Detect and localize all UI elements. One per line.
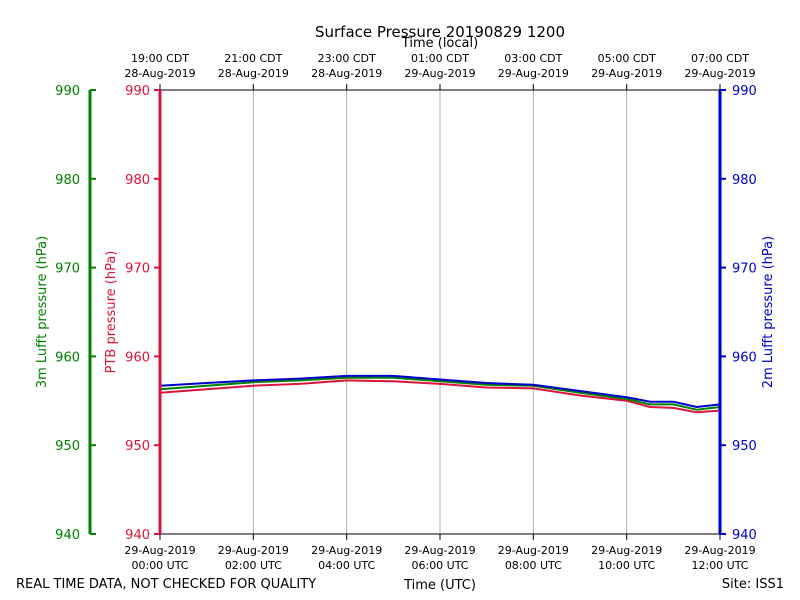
y-tick-label-right: 990 — [732, 84, 757, 99]
y-axis-title-right: 2m Lufft pressure (hPa) — [761, 236, 776, 388]
x-tick-label-bottom-date: 29-Aug-2019 — [311, 544, 382, 557]
x-tick-label-top-time: 03:00 CDT — [504, 52, 562, 65]
y-axis-title-inner: PTB pressure (hPa) — [104, 251, 119, 374]
x-tick-label-bottom-date: 29-Aug-2019 — [498, 544, 569, 557]
y-tick-label-inner: 960 — [125, 350, 150, 365]
y-tick-label-right: 950 — [732, 439, 757, 454]
x-axis-label: Time (UTC) — [403, 578, 476, 593]
x-tick-label-bottom-time: 08:00 UTC — [505, 559, 562, 572]
top-axis-label: Time (local) — [401, 36, 478, 51]
y-tick-label-inner: 970 — [125, 262, 150, 277]
y-tick-label-inner: 950 — [125, 439, 150, 454]
x-tick-label-bottom-time: 02:00 UTC — [225, 559, 282, 572]
series-line-3m-lufft-pressure — [159, 376, 721, 411]
y-axis-title-outer: 3m Lufft pressure (hPa) — [35, 236, 50, 388]
grid-layer — [252, 90, 628, 534]
x-tick-label-top-date: 29-Aug-2019 — [684, 67, 755, 80]
x-tick-label-top-time: 01:00 CDT — [411, 52, 469, 65]
axes-layer: 940 940 940 950 950 950 960 960 960 970 970 970 980 9… — [35, 52, 776, 572]
x-tick-label-top-time: 21:00 CDT — [224, 52, 282, 65]
x-tick-label-top-time: 19:00 CDT — [131, 52, 189, 65]
y-tick-label-outer: 970 — [55, 262, 80, 277]
x-tick-label-bottom-date: 29-Aug-2019 — [124, 544, 195, 557]
x-tick-label-bottom-time: 06:00 UTC — [411, 559, 468, 572]
x-tick-label-top-time: 23:00 CDT — [318, 52, 376, 65]
x-tick-label-top-date: 29-Aug-2019 — [404, 67, 475, 80]
y-tick-label-right: 960 — [732, 350, 757, 365]
y-tick-label-right: 940 — [732, 528, 757, 543]
site-label: Site: ISS1 — [722, 577, 784, 592]
x-tick-label-top-date: 28-Aug-2019 — [124, 67, 195, 80]
x-tick-label-bottom-date: 29-Aug-2019 — [404, 544, 475, 557]
x-tick-label-top-date: 29-Aug-2019 — [498, 67, 569, 80]
x-tick-label-bottom-date: 29-Aug-2019 — [218, 544, 289, 557]
x-tick-label-top-date: 28-Aug-2019 — [218, 67, 289, 80]
x-tick-label-top-time: 07:00 CDT — [691, 52, 749, 65]
y-tick-label-right: 980 — [732, 173, 757, 188]
x-tick-label-bottom-time: 12:00 UTC — [691, 559, 748, 572]
y-tick-label-outer: 990 — [55, 84, 80, 99]
quality-note: REAL TIME DATA, NOT CHECKED FOR QUALITY — [16, 577, 316, 592]
series-layer — [159, 374, 721, 414]
x-tick-label-top-time: 05:00 CDT — [598, 52, 656, 65]
x-tick-label-bottom-time: 00:00 UTC — [131, 559, 188, 572]
series-line-2m-lufft-pressure — [159, 374, 721, 408]
y-tick-label-outer: 950 — [55, 439, 80, 454]
x-tick-label-top-date: 29-Aug-2019 — [591, 67, 662, 80]
x-tick-label-bottom-time: 04:00 UTC — [318, 559, 375, 572]
y-tick-label-inner: 980 — [125, 173, 150, 188]
series-line-ptb-pressure — [159, 379, 721, 414]
x-tick-label-bottom-date: 29-Aug-2019 — [684, 544, 755, 557]
x-tick-label-top-date: 28-Aug-2019 — [311, 67, 382, 80]
chart-title: Surface Pressure 20190829 1200 — [315, 23, 565, 41]
x-tick-label-bottom-time: 10:00 UTC — [598, 559, 655, 572]
y-tick-label-right: 970 — [732, 262, 757, 277]
y-tick-label-outer: 940 — [55, 528, 80, 543]
y-tick-label-outer: 960 — [55, 350, 80, 365]
x-tick-label-bottom-date: 29-Aug-2019 — [591, 544, 662, 557]
y-tick-label-inner: 940 — [125, 528, 150, 543]
y-tick-label-outer: 980 — [55, 173, 80, 188]
y-tick-label-inner: 990 — [125, 84, 150, 99]
